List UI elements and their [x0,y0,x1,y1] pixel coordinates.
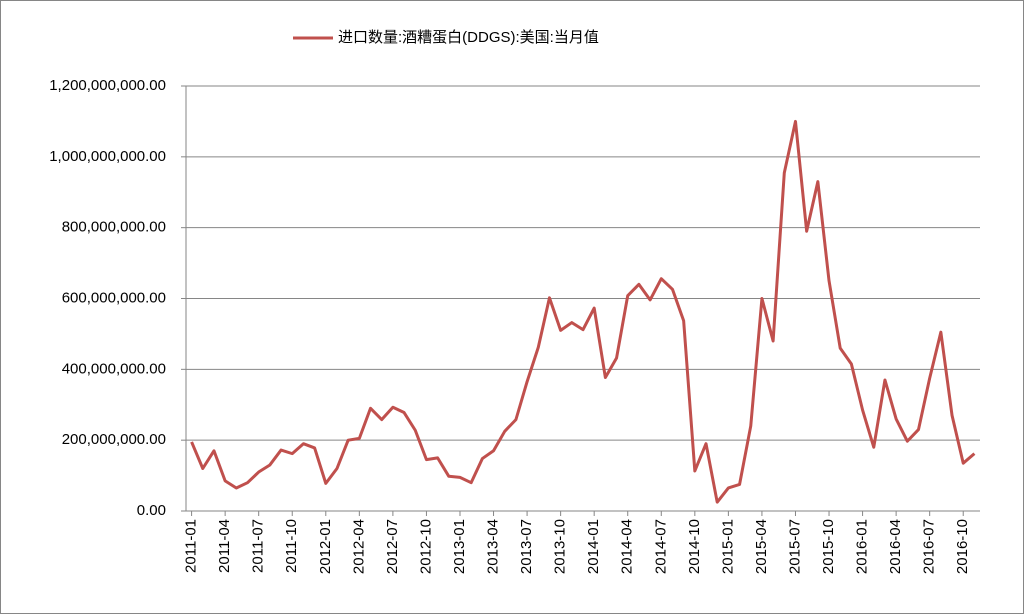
x-tick-label: 2012-01 [317,519,334,574]
x-tick-label: 2012-07 [384,519,401,574]
x-tick-label: 2011-01 [183,519,200,573]
x-tick-label: 2014-04 [619,519,636,574]
y-tick-label: 1,000,000,000.00 [49,148,166,165]
x-tick-label: 2016-04 [887,519,904,574]
x-tick-label: 2013-10 [552,519,569,574]
x-tick-label: 2011-04 [216,519,233,573]
x-tick-label: 2013-04 [485,519,502,574]
x-tick-label: 2011-07 [250,519,267,573]
x-tick-label: 2015-10 [820,519,837,574]
x-tick-label: 2015-04 [753,519,770,574]
x-tick-label: 2015-07 [786,519,803,574]
x-tick-label: 2016-01 [854,519,871,574]
x-tick-label: 2016-07 [921,519,938,574]
x-tick-label: 2014-01 [585,519,602,574]
y-tick-label: 600,000,000.00 [62,289,166,306]
data-line [190,119,976,504]
legend-label: 进口数量:酒糟蛋白(DDGS):美国:当月值 [338,29,599,46]
y-tick-label: 400,000,000.00 [62,360,166,377]
x-tick-label: 2016-10 [954,519,971,574]
y-tick-label: 1,200,000,000.00 [49,77,166,94]
x-tick-label: 2013-01 [451,519,468,574]
y-tick-label: 0.00 [137,502,166,519]
x-tick-label: 2011-10 [283,519,300,573]
x-tick-label: 2015-01 [719,519,736,574]
x-tick-label: 2014-07 [652,519,669,574]
y-tick-label: 200,000,000.00 [62,431,166,448]
x-tick-label: 2012-04 [350,519,367,574]
x-tick-label: 2014-10 [686,519,703,574]
y-tick-label: 800,000,000.00 [62,219,166,236]
x-tick-label: 2013-07 [518,519,535,574]
x-tick-label: 2012-10 [417,519,434,574]
